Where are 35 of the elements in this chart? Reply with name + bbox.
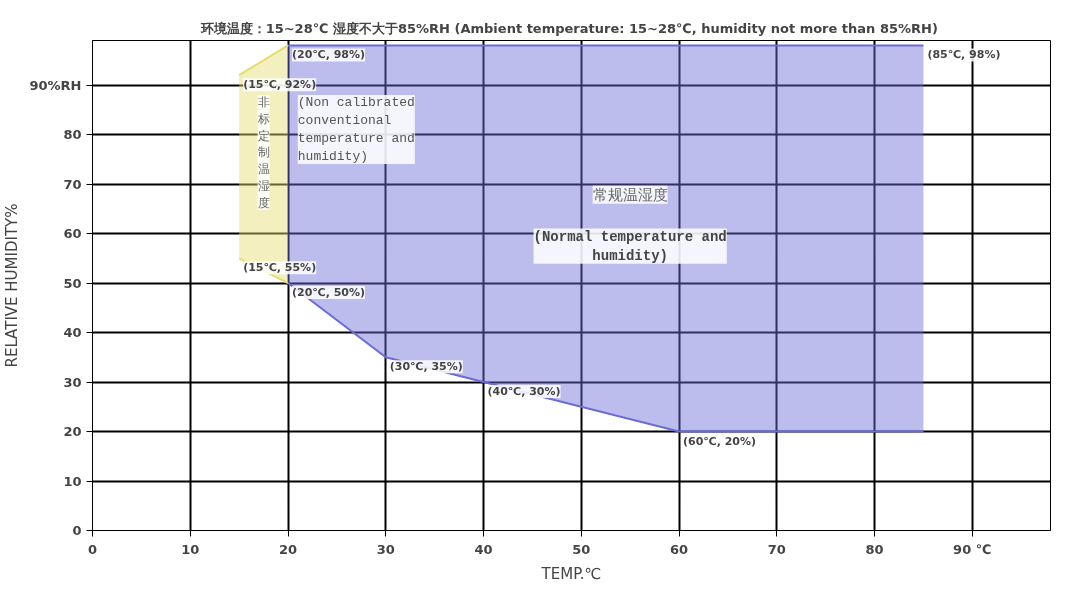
annotation: (20℃, 98%) xyxy=(292,48,366,62)
annotation: (40℃, 30%) xyxy=(487,385,561,399)
annotation: (15℃, 92%) xyxy=(243,78,317,92)
y-tick-label: 60 xyxy=(63,226,82,242)
y-tick-label: 50 xyxy=(63,275,82,291)
x-tick-label: 80 xyxy=(865,541,884,557)
y-tick-label: 30 xyxy=(63,374,82,390)
annotation: (20℃, 50%) xyxy=(292,286,366,300)
x-tick-label: 30 xyxy=(376,541,395,557)
annotation: (60℃, 20%) xyxy=(683,434,757,448)
x-tick-label: 20 xyxy=(278,541,298,557)
y-tick-label: 90%RH xyxy=(29,77,82,93)
annotation: (30℃, 35%) xyxy=(389,360,463,374)
y-tick-label: 70 xyxy=(63,176,82,192)
annotation: (Normal temperature and humidity) xyxy=(533,228,727,264)
x-axis-title: TEMP.℃ xyxy=(540,564,602,583)
annotation: (85℃, 98%) xyxy=(927,48,1001,62)
x-tick-label: 0 xyxy=(87,541,98,557)
y-tick-label: 10 xyxy=(63,473,82,489)
annotation: 常规温湿度 xyxy=(592,185,668,204)
x-tick-label: 90 ℃ xyxy=(953,541,992,557)
y-tick-label: 80 xyxy=(63,127,82,143)
x-tick-label: 10 xyxy=(181,541,200,557)
y-axis-title: RELATIVE HUMIDITY% xyxy=(3,203,22,368)
y-tick-label: 40 xyxy=(63,325,82,341)
chart-title: 环境温度：15~28℃ 湿度不大于85%RH (Ambient temperature: 15~28℃, humidity not more than 85%RH) xyxy=(199,20,938,36)
y-tick-label: 20 xyxy=(63,424,82,440)
annotation: (Non calibrated conventional temperature and humidity) xyxy=(297,94,415,164)
x-tick-label: 50 xyxy=(572,541,591,557)
x-tick-label: 60 xyxy=(669,541,689,557)
annotation: (15℃, 55%) xyxy=(243,261,317,275)
x-tick-label: 70 xyxy=(767,541,786,557)
y-tick-label: 0 xyxy=(72,523,82,538)
x-tick-label: 40 xyxy=(474,541,493,557)
annotation: 非标定制温湿度 xyxy=(256,94,270,210)
